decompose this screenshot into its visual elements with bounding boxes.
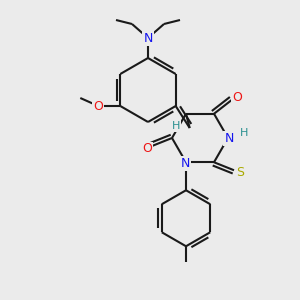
Text: N: N — [224, 131, 234, 145]
Text: S: S — [236, 166, 244, 179]
Text: N: N — [180, 157, 190, 170]
Text: O: O — [142, 142, 152, 155]
Text: H: H — [240, 128, 248, 138]
Text: O: O — [93, 100, 103, 112]
Text: H: H — [172, 121, 180, 131]
Text: O: O — [232, 91, 242, 104]
Text: N: N — [143, 32, 153, 44]
